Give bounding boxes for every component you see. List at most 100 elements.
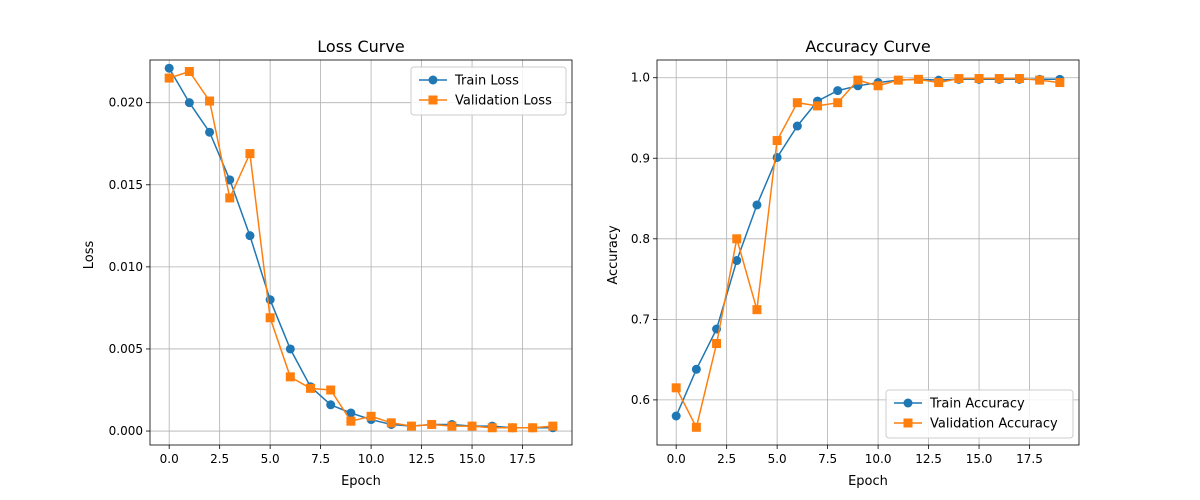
accuracy-ytick-label: 0.9 — [631, 151, 650, 165]
loss-ytick-label: 0.015 — [109, 178, 143, 192]
accuracy-series-1-point — [691, 422, 701, 432]
accuracy-xtick-label: 12.5 — [915, 452, 942, 466]
loss-legend-label: Validation Loss — [455, 94, 552, 109]
accuracy-chart-xlabel: Epoch — [848, 474, 888, 489]
accuracy-series-1-point — [853, 75, 863, 85]
accuracy-legend-label: Validation Accuracy — [930, 417, 1058, 432]
loss-xtick-label: 17.5 — [509, 452, 536, 466]
accuracy-series-1-point — [1014, 74, 1024, 84]
accuracy-ytick-label: 0.6 — [631, 393, 650, 407]
accuracy-series-1-point — [974, 74, 984, 84]
loss-series-1-point — [406, 421, 416, 431]
loss-series-1-point — [326, 385, 336, 395]
accuracy-xtick-label: 2.5 — [717, 452, 736, 466]
accuracy-series-1-point — [994, 74, 1004, 84]
accuracy-series-line-1 — [675, 77, 1060, 430]
loss-series-1-point — [507, 423, 517, 433]
accuracy-xtick-label: 15.0 — [966, 452, 993, 466]
accuracy-series-1-point — [1055, 78, 1065, 88]
accuracy-series-0-point — [732, 256, 742, 266]
accuracy-xtick-label: 17.5 — [1016, 452, 1043, 466]
loss-xtick-label: 10.0 — [358, 452, 385, 466]
loss-chart-ylabel: Loss — [82, 241, 97, 270]
accuracy-legend-marker — [903, 398, 913, 408]
accuracy-chart-title: Accuracy Curve — [805, 37, 930, 56]
loss-series-0-point — [184, 98, 194, 108]
accuracy-legend-label: Train Accuracy — [929, 397, 1025, 412]
accuracy-series-1-point — [813, 101, 823, 111]
loss-xtick-label: 7.5 — [311, 452, 330, 466]
accuracy-xtick-label: 10.0 — [865, 452, 892, 466]
accuracy-ytick-label: 1.0 — [631, 71, 650, 85]
loss-series-0-point — [346, 408, 356, 418]
accuracy-legend-marker — [903, 418, 913, 428]
loss-series-1-point — [366, 411, 376, 421]
loss-series-1-point — [487, 423, 497, 433]
accuracy-series-1-point — [732, 234, 742, 244]
loss-series-1-point — [447, 421, 457, 431]
loss-ytick-label: 0.000 — [109, 424, 143, 438]
loss-series-1-point — [346, 416, 356, 426]
loss-chart-title: Loss Curve — [317, 37, 404, 56]
loss-series-1-point — [164, 73, 174, 83]
loss-ytick-label: 0.020 — [109, 96, 143, 110]
loss-series-1-point — [427, 419, 437, 429]
accuracy-series-1-point — [893, 75, 903, 85]
loss-series-0-point — [164, 63, 174, 73]
loss-series-1-point — [528, 423, 538, 433]
loss-axes-frame — [149, 59, 573, 446]
loss-ytick-label: 0.005 — [109, 342, 143, 356]
accuracy-series-0-point — [691, 364, 701, 374]
accuracy-series-1-point — [712, 339, 722, 349]
loss-series-1-point — [467, 421, 477, 431]
loss-series-1-point — [245, 149, 255, 159]
accuracy-series-1-point — [833, 98, 843, 108]
accuracy-chart: Accuracy Curve Epoch Accuracy 0.0 2.5 5.0 7… — [606, 37, 1080, 489]
accuracy-xtick-label: 5.0 — [768, 452, 787, 466]
accuracy-series-1-point — [954, 74, 964, 84]
accuracy-series-1-point — [671, 383, 681, 393]
accuracy-legend-box — [885, 389, 1074, 439]
loss-xtick-label: 15.0 — [459, 452, 486, 466]
accuracy-series-1-point — [772, 136, 782, 146]
accuracy-series-0-point — [833, 86, 843, 96]
loss-series-1-point — [225, 193, 235, 203]
loss-legend-marker — [428, 75, 438, 85]
loss-series-0-point — [205, 127, 215, 137]
accuracy-series-0-point — [792, 121, 802, 131]
accuracy-series-1-point — [752, 305, 762, 315]
accuracy-series-1-point — [934, 78, 944, 88]
accuracy-xtick-label: 7.5 — [818, 452, 837, 466]
loss-xtick-label: 12.5 — [408, 452, 435, 466]
loss-series-0-point — [326, 400, 336, 410]
loss-series-0-point — [285, 344, 295, 354]
loss-series-1-point — [386, 418, 396, 428]
accuracy-series-line-0 — [675, 78, 1060, 417]
loss-legend-label: Train Loss — [454, 74, 519, 89]
loss-series-1-point — [205, 96, 215, 106]
loss-series-0-point — [225, 175, 235, 185]
accuracy-series-0-point — [671, 411, 681, 421]
accuracy-series-1-point — [873, 81, 883, 91]
loss-series-1-point — [306, 383, 316, 393]
loss-series-1-point — [265, 313, 275, 323]
loss-series-1-point — [548, 421, 558, 431]
loss-series-line-1 — [168, 70, 553, 429]
loss-series-1-point — [285, 372, 295, 382]
loss-series-1-point — [184, 66, 194, 76]
loss-legend-box — [410, 66, 567, 116]
loss-series-line-0 — [168, 67, 553, 429]
loss-ytick-label: 0.010 — [109, 260, 143, 274]
accuracy-series-1-point — [792, 98, 802, 108]
loss-series-0-point — [245, 231, 255, 241]
accuracy-ytick-label: 0.7 — [631, 312, 650, 326]
loss-chart: Loss Curve Epoch Loss 0.0 2.5 5.0 7.5 10.0 12… — [82, 37, 573, 489]
accuracy-ytick-label: 0.8 — [631, 232, 650, 246]
accuracy-xtick-label: 0.0 — [667, 452, 686, 466]
loss-xtick-label: 2.5 — [210, 452, 229, 466]
loss-legend-marker — [428, 95, 438, 105]
loss-chart-xlabel: Epoch — [341, 474, 381, 489]
accuracy-series-1-point — [913, 74, 923, 84]
accuracy-series-1-point — [1035, 75, 1045, 85]
